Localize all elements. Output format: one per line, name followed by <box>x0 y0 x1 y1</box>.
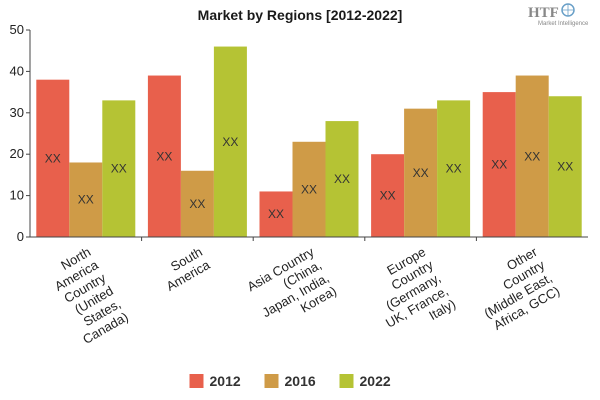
bar-2022 <box>437 100 471 237</box>
logo-text: HTF <box>528 5 559 21</box>
legend: 2012 2016 2022 <box>189 373 391 389</box>
data-label: XX <box>111 162 127 176</box>
data-label: XX <box>78 193 94 207</box>
data-label: XX <box>380 189 396 203</box>
bar-2012 <box>259 191 293 237</box>
bar-2012 <box>36 79 70 238</box>
x-category-label: Asia Country(China,Japan, India,Korea) <box>245 244 339 320</box>
logo: HTF Market Intelligence <box>528 3 589 27</box>
bar-2022 <box>548 96 582 238</box>
data-label: XX <box>268 207 284 221</box>
legend-swatch-2016 <box>264 374 279 388</box>
bar-2022 <box>102 100 136 237</box>
bar-2012 <box>371 154 405 237</box>
data-label: XX <box>446 162 462 176</box>
data-label: XX <box>413 166 429 180</box>
x-axis: NorthAmericaCountry(UnitedStates,Canada)… <box>30 236 588 347</box>
bar-2016 <box>404 108 438 237</box>
legend-swatch-2012 <box>189 374 204 388</box>
y-tick-label: 40 <box>10 63 24 78</box>
data-label: XX <box>557 160 573 174</box>
data-labels: XX XX XX XX XX XX XX XX XX XX XX XX XX XX XX <box>45 135 573 221</box>
y-tick-label: 20 <box>10 146 24 161</box>
data-label: XX <box>524 149 540 163</box>
bar-2012 <box>482 92 516 237</box>
legend-label: 2012 <box>210 373 241 389</box>
bars <box>36 46 582 238</box>
legend-swatch-2022 <box>339 374 354 388</box>
bar-2012 <box>147 75 181 237</box>
bar-2016 <box>515 75 549 237</box>
y-axis: 0 10 20 30 40 50 <box>10 22 31 244</box>
bar-2016 <box>180 170 214 237</box>
data-label: XX <box>45 151 61 165</box>
data-label: XX <box>491 158 507 172</box>
bar-2022 <box>213 46 247 238</box>
y-tick-label: 0 <box>17 229 24 244</box>
data-label: XX <box>301 182 317 196</box>
logo-subtext: Market Intelligence <box>538 21 589 27</box>
data-label: XX <box>334 172 350 186</box>
bar-2016 <box>69 162 103 237</box>
globe-lines-icon <box>562 4 574 16</box>
data-label: XX <box>189 197 205 211</box>
data-label: XX <box>222 135 238 149</box>
y-tick-label: 50 <box>10 22 24 37</box>
y-tick-label: 10 <box>10 188 24 203</box>
chart-title: Market by Regions [2012-2022] <box>198 7 403 23</box>
legend-label: 2016 <box>285 373 316 389</box>
y-tick-label: 30 <box>10 105 24 120</box>
data-label: XX <box>156 149 172 163</box>
legend-label: 2022 <box>360 373 391 389</box>
bar-2022 <box>325 121 359 237</box>
bar-2016 <box>292 141 326 237</box>
